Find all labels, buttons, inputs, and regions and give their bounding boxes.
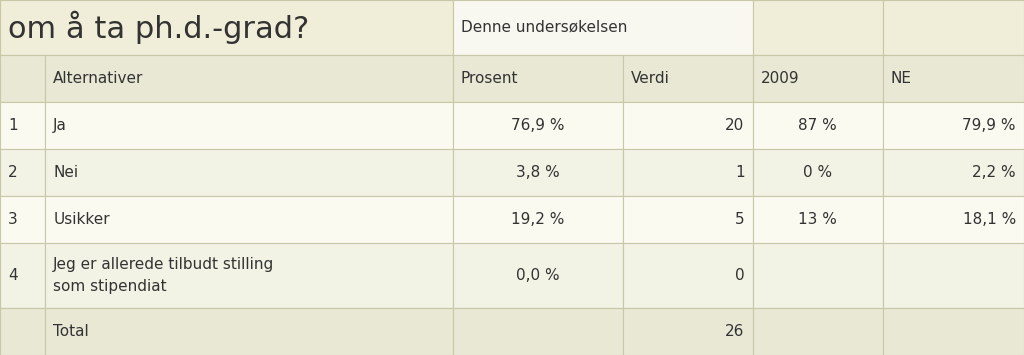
- Text: 19,2 %: 19,2 %: [511, 212, 564, 227]
- Text: 2: 2: [8, 165, 17, 180]
- Text: 87 %: 87 %: [799, 118, 837, 133]
- Bar: [453, 149, 623, 196]
- Text: 1: 1: [8, 118, 17, 133]
- Bar: [883, 196, 1024, 243]
- Bar: [623, 243, 753, 308]
- Text: 3: 3: [8, 212, 18, 227]
- Bar: [753, 102, 883, 149]
- Bar: [45, 308, 453, 355]
- Text: 76,9 %: 76,9 %: [511, 118, 564, 133]
- Bar: [45, 102, 453, 149]
- Text: Denne undersøkelsen: Denne undersøkelsen: [461, 20, 627, 35]
- Bar: [453, 0, 753, 55]
- Text: 26: 26: [725, 324, 744, 339]
- Bar: [0, 55, 45, 102]
- Text: om å ta ph.d.-grad?: om å ta ph.d.-grad?: [8, 11, 309, 44]
- Bar: [883, 102, 1024, 149]
- Bar: [0, 149, 45, 196]
- Text: 3,8 %: 3,8 %: [516, 165, 559, 180]
- Bar: [623, 102, 753, 149]
- Bar: [0, 0, 453, 55]
- Bar: [623, 55, 753, 102]
- Bar: [45, 149, 453, 196]
- Text: Total: Total: [53, 324, 89, 339]
- Text: NE: NE: [891, 71, 912, 86]
- Bar: [883, 308, 1024, 355]
- Text: Usikker: Usikker: [53, 212, 110, 227]
- Text: 0: 0: [735, 268, 744, 283]
- Text: 2,2 %: 2,2 %: [972, 165, 1016, 180]
- Bar: [753, 308, 883, 355]
- Text: Prosent: Prosent: [461, 71, 518, 86]
- Bar: [753, 149, 883, 196]
- Bar: [883, 0, 1024, 55]
- Bar: [753, 0, 883, 55]
- Bar: [0, 308, 45, 355]
- Text: 13 %: 13 %: [799, 212, 837, 227]
- Bar: [883, 149, 1024, 196]
- Bar: [453, 196, 623, 243]
- Bar: [45, 243, 453, 308]
- Bar: [883, 243, 1024, 308]
- Text: 0 %: 0 %: [803, 165, 833, 180]
- Bar: [753, 196, 883, 243]
- Bar: [0, 196, 45, 243]
- Text: 1: 1: [735, 165, 744, 180]
- Bar: [45, 196, 453, 243]
- Text: 2009: 2009: [761, 71, 800, 86]
- Bar: [623, 196, 753, 243]
- Text: 20: 20: [725, 118, 744, 133]
- Bar: [453, 102, 623, 149]
- Text: 18,1 %: 18,1 %: [963, 212, 1016, 227]
- Text: Ja: Ja: [53, 118, 68, 133]
- Text: Verdi: Verdi: [631, 71, 670, 86]
- Bar: [0, 102, 45, 149]
- Bar: [453, 55, 623, 102]
- Text: Jeg er allerede tilbudt stilling: Jeg er allerede tilbudt stilling: [53, 257, 274, 272]
- Bar: [623, 149, 753, 196]
- Text: som stipendiat: som stipendiat: [53, 279, 167, 294]
- Bar: [453, 308, 623, 355]
- Text: 79,9 %: 79,9 %: [963, 118, 1016, 133]
- Bar: [883, 55, 1024, 102]
- Text: Nei: Nei: [53, 165, 79, 180]
- Bar: [753, 55, 883, 102]
- Bar: [753, 243, 883, 308]
- Bar: [453, 243, 623, 308]
- Text: 4: 4: [8, 268, 17, 283]
- Text: Alternativer: Alternativer: [53, 71, 143, 86]
- Text: 5: 5: [735, 212, 744, 227]
- Bar: [0, 243, 45, 308]
- Bar: [623, 308, 753, 355]
- Text: 0,0 %: 0,0 %: [516, 268, 559, 283]
- Bar: [45, 55, 453, 102]
